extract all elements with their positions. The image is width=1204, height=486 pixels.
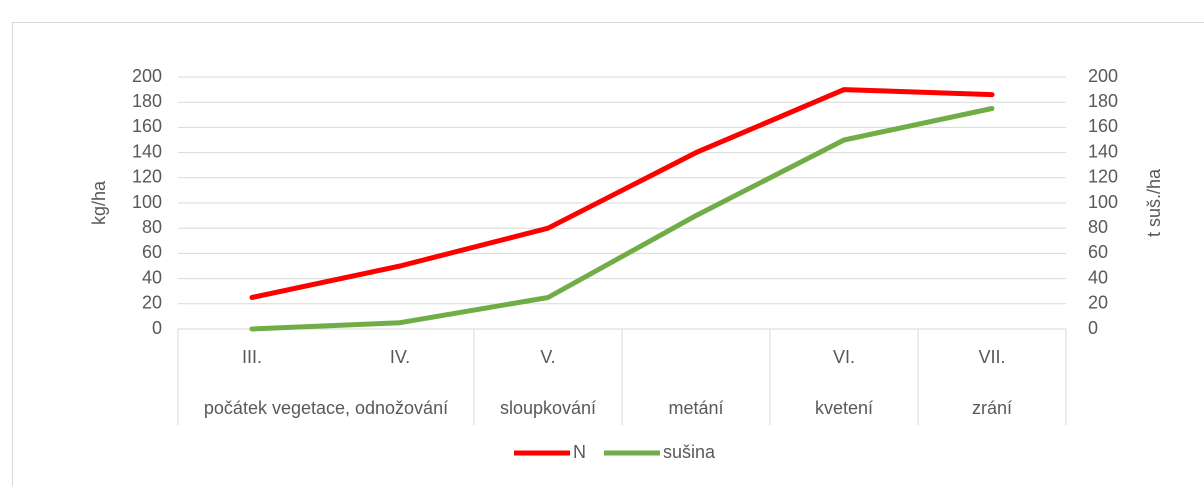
y-tick-label: 140: [132, 141, 162, 161]
legend-label: N: [573, 442, 586, 462]
y2-tick-label: 200: [1088, 66, 1118, 86]
x-group-label: metání: [668, 398, 723, 418]
y-tick-label: 40: [142, 267, 162, 287]
x-group-label: počátek vegetace, odnožování: [204, 398, 448, 418]
y2-tick-label: 160: [1088, 116, 1118, 136]
y-tick-label: 180: [132, 91, 162, 111]
y2-tick-label: 60: [1088, 242, 1108, 262]
y2-tick-label: 120: [1088, 167, 1118, 187]
y2-tick-label: 40: [1088, 267, 1108, 287]
legend-label: sušina: [663, 442, 716, 462]
y-tick-label: 20: [142, 293, 162, 313]
y-tick-label: 60: [142, 242, 162, 262]
y2-axis-title: t suš./ha: [1144, 168, 1164, 237]
y-tick-label: 200: [132, 66, 162, 86]
y-tick-label: 120: [132, 167, 162, 187]
y2-tick-label: 100: [1088, 192, 1118, 212]
y-tick-label: 100: [132, 192, 162, 212]
x-tick-label: VII.: [978, 347, 1005, 367]
x-tick-label: III.: [242, 347, 262, 367]
y2-tick-label: 20: [1088, 293, 1108, 313]
y-tick-label: 160: [132, 116, 162, 136]
x-group-label: sloupkování: [500, 398, 596, 418]
y-axis-title: kg/ha: [89, 180, 109, 225]
y2-tick-label: 80: [1088, 217, 1108, 237]
y-tick-label: 0: [152, 318, 162, 338]
y2-tick-label: 140: [1088, 141, 1118, 161]
x-group-label: zrání: [972, 398, 1012, 418]
y-tick-label: 80: [142, 217, 162, 237]
x-group-label: kvetení: [815, 398, 873, 418]
x-tick-label: IV.: [390, 347, 410, 367]
x-tick-label: V.: [540, 347, 555, 367]
chart-border: [12, 22, 1204, 486]
y2-tick-label: 180: [1088, 91, 1118, 111]
data-line: [249, 87, 995, 300]
x-tick-label: VI.: [833, 347, 855, 367]
data-line: [249, 106, 995, 332]
y2-tick-label: 0: [1088, 318, 1098, 338]
